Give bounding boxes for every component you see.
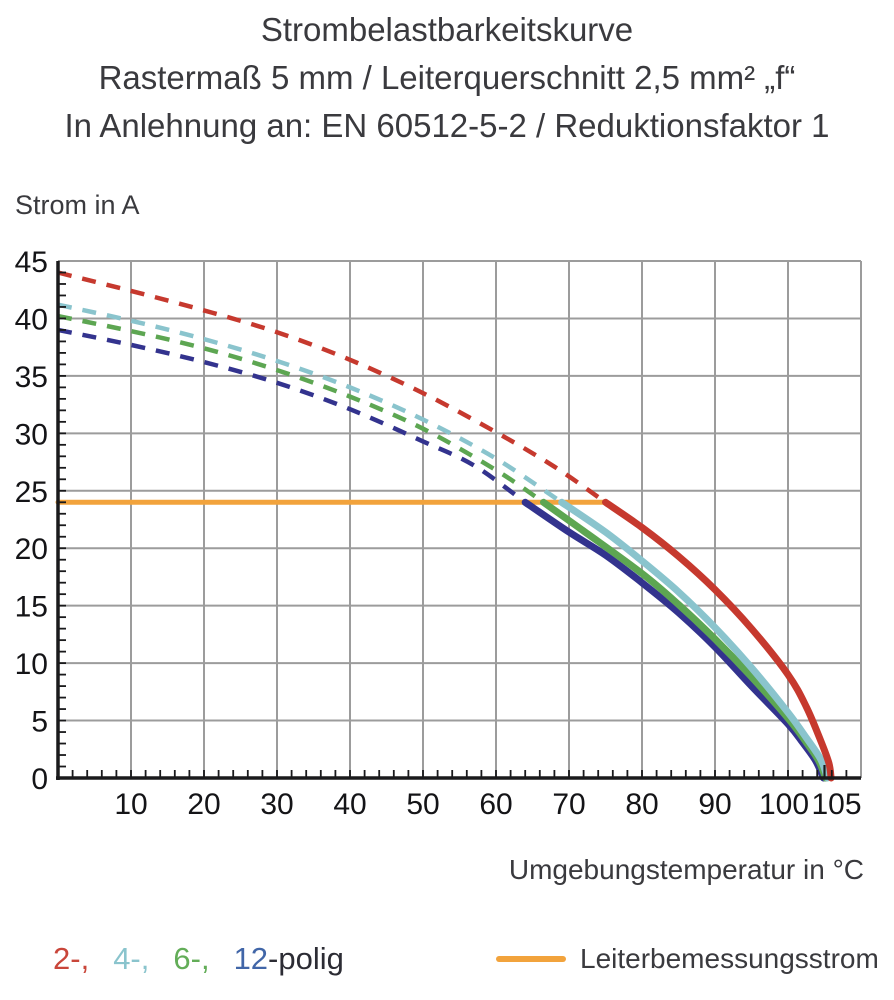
curve-dashed-4-polig bbox=[57, 302, 563, 505]
x-tick-label: 30 bbox=[260, 788, 293, 821]
y-tick-label: 35 bbox=[15, 361, 48, 394]
rated-current-legend: Leiterbemessungsstrom bbox=[496, 940, 879, 978]
y-tick-label: 20 bbox=[15, 533, 48, 566]
chart-title-line1: Strombelastbarkeitskurve bbox=[260, 11, 634, 48]
curve-dashed-2-polig bbox=[57, 270, 607, 505]
y-tick-label: 45 bbox=[15, 246, 48, 279]
chart-title-line3: In Anlehnung an: EN 60512-5-2 / Reduktio… bbox=[64, 107, 830, 144]
legend-2pole-label: 2-, bbox=[53, 941, 90, 976]
curve-solid-2-polig bbox=[602, 498, 835, 782]
x-tick-label: 70 bbox=[552, 788, 585, 821]
y-axis-title: Strom in A bbox=[15, 190, 140, 220]
x-tick-label: 60 bbox=[479, 788, 512, 821]
chart-title-block: Strombelastbarkeitskurve Rastermaß 5 mm … bbox=[0, 6, 894, 150]
chart-title-line2: Rastermaß 5 mm / Leiterquerschnitt 2,5 m… bbox=[98, 59, 796, 96]
x-tick-label: 80 bbox=[625, 788, 658, 821]
poles-legend: 2-, 4-, 6-, 12-polig bbox=[53, 941, 344, 977]
curve-dashed-6-polig bbox=[57, 313, 545, 505]
curve-dashed-12-polig bbox=[57, 327, 527, 505]
legend-polig-suffix: -polig bbox=[268, 941, 344, 976]
x-tick-label: 90 bbox=[698, 788, 731, 821]
x-tick-label: 40 bbox=[333, 788, 366, 821]
legend-4pole-label: 4-, bbox=[113, 941, 150, 976]
y-tick-label: 5 bbox=[31, 706, 48, 739]
rated-current-line-swatch bbox=[496, 956, 566, 962]
rated-current-label: Leiterbemessungsstrom bbox=[580, 943, 879, 974]
y-tick-label: 30 bbox=[15, 418, 48, 451]
x-tick-label: 105 bbox=[811, 788, 861, 821]
y-tick-label: 25 bbox=[15, 476, 48, 509]
x-tick-label: 10 bbox=[114, 788, 147, 821]
x-tick-label: 100 bbox=[759, 788, 809, 821]
y-tick-label: 0 bbox=[31, 763, 48, 796]
x-tick-label: 50 bbox=[406, 788, 439, 821]
y-tick-label: 15 bbox=[15, 591, 48, 624]
y-tick-label: 40 bbox=[15, 303, 48, 336]
curve-solid-4-polig bbox=[558, 498, 831, 782]
legend-12pole-label: 12-polig bbox=[234, 941, 344, 977]
x-tick-label: 20 bbox=[187, 788, 220, 821]
y-tick-label: 10 bbox=[15, 648, 48, 681]
x-axis-title: Umgebungstemperatur in °C bbox=[508, 854, 864, 885]
legend-12pole-number: 12 bbox=[233, 941, 269, 976]
legend-6pole-label: 6-, bbox=[173, 941, 210, 976]
